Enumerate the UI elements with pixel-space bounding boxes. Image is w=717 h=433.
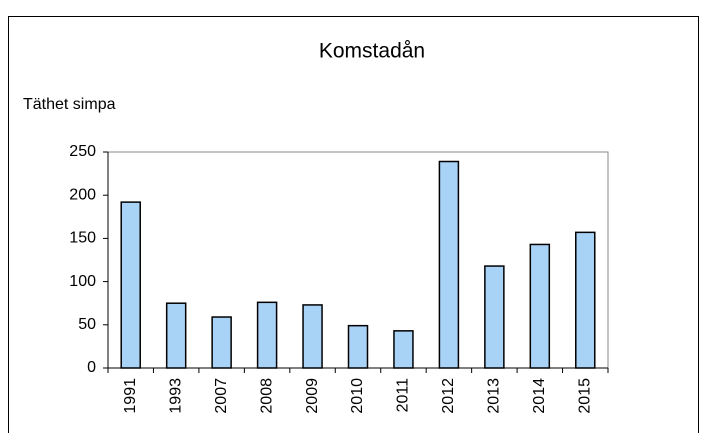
x-tick-label: 2015 [576,378,593,414]
y-axis-label: Täthet simpa [23,96,116,113]
y-tick-label: 150 [69,230,96,247]
y-tick-label: 100 [69,273,96,290]
x-tick-label: 2012 [440,378,457,414]
x-tick-label: 2010 [349,378,366,414]
y-tick-label: 250 [69,143,96,160]
bar [438,160,460,369]
bar [120,201,141,369]
y-tick-label: 0 [87,359,96,376]
chart-border [8,16,699,433]
bar [256,301,278,369]
bar [529,243,551,369]
x-tick-label: 1993 [167,378,184,414]
chart-title: Komstadån [319,40,425,63]
bar [393,330,414,369]
x-tick-label: 2011 [395,378,412,413]
bar [211,316,232,369]
x-tick-label: 2013 [486,378,503,414]
x-tick-label: 2009 [304,378,321,414]
bar [347,324,369,369]
x-tick-label: 2007 [213,378,230,414]
bar [575,231,596,369]
x-tick-label: 2008 [258,378,275,414]
y-tick-label: 200 [69,186,96,203]
bar [165,302,187,369]
y-tick-label: 50 [78,316,96,333]
bar [484,265,505,369]
x-tick-label: 1991 [122,378,139,414]
bar [302,304,323,369]
x-tick-label: 2014 [531,378,548,414]
